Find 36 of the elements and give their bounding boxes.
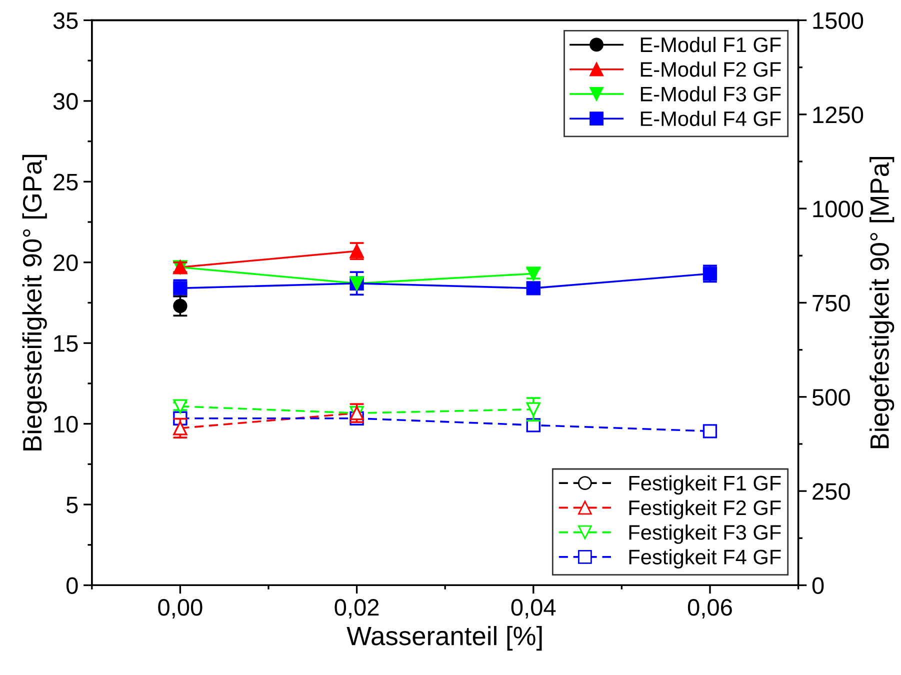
y-tick-label: 25 [54, 174, 78, 190]
legend-label: Festigkeit F3 GF [629, 524, 781, 544]
point [173, 421, 188, 436]
legend-label: Festigkeit F2 GF [629, 500, 781, 520]
y2-tick-label: 1250 [813, 106, 864, 124]
legend-label: E-Modul F3 GF [640, 86, 781, 102]
point [173, 399, 188, 414]
x-axis-title: Wasseranteil [%] [346, 626, 542, 651]
y2-tick-label: 1500 [813, 12, 864, 30]
y-axis-title: Biegesteifigkeit 90° [GPa] [22, 154, 47, 450]
legend-label: E-Modul F4 GF [640, 110, 781, 126]
y2-axis-title: Biegefestigkeit 90° [MPa] [870, 157, 894, 448]
y-tick-label: 15 [54, 335, 78, 352]
y2-tick-label: 500 [812, 388, 850, 406]
point [702, 424, 718, 438]
x-tick-label: 0,00 [158, 599, 202, 619]
point [173, 298, 188, 314]
point [526, 281, 540, 296]
legend-label: Festigkeit F1 GF [629, 475, 781, 495]
y-tick-label: 10 [54, 416, 78, 433]
y-tick-label: 20 [54, 254, 78, 272]
x-tick-label: 0,04 [511, 599, 556, 619]
x-tick-label: 0,06 [688, 599, 732, 619]
y2-tick-label: 250 [812, 483, 850, 500]
y2-tick-label: 0 [812, 577, 824, 594]
legend-label: E-Modul F2 GF [640, 62, 781, 77]
y2-tick-label: 750 [812, 294, 850, 312]
point [526, 402, 540, 416]
legend-label: Festigkeit F4 GF [629, 549, 781, 569]
y2-tick-label: 1000 [813, 200, 864, 218]
y-tick-label: 5 [66, 496, 78, 514]
y-tick-label: 35 [53, 12, 78, 30]
legend-label: E-Modul F1 GF [640, 36, 781, 52]
x-tick-label: 0,02 [334, 599, 379, 619]
y-tick-label: 30 [53, 93, 78, 110]
y-tick-label: 0 [66, 577, 78, 594]
